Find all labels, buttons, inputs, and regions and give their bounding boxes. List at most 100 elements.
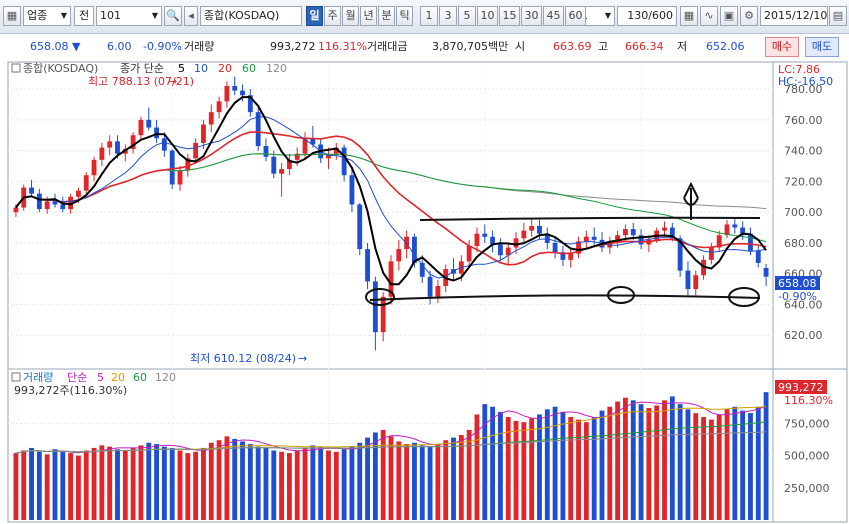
volume-bar — [537, 414, 542, 520]
interval-button-10[interactable]: 10 — [477, 6, 498, 26]
volume-bar — [201, 447, 206, 520]
period-tab-2[interactable]: 월 — [342, 6, 359, 26]
last-pct-tag: -0.90% — [778, 290, 817, 303]
price-tick-label: 720.00 — [784, 175, 823, 188]
volume-bar — [607, 406, 613, 520]
stock-chart[interactable]: 780.00760.00740.00720.00700.00680.00660.… — [0, 60, 849, 524]
buy-button[interactable]: 매수 — [765, 37, 799, 57]
price-panel-title: 종합(KOSDAQ) — [23, 62, 98, 75]
period-tab-1[interactable]: 주 — [324, 6, 341, 26]
low-label: 저 — [677, 40, 688, 53]
volume-bar — [552, 406, 558, 520]
circle-mark — [728, 287, 760, 307]
candle — [247, 89, 253, 117]
volume-bar — [404, 444, 410, 520]
volume-bars — [13, 392, 769, 520]
candle — [357, 202, 363, 256]
down-arrow-icon: ▼ — [72, 40, 81, 53]
last-volume-tag-box — [775, 380, 827, 394]
sell-button[interactable]: 매도 — [805, 37, 839, 57]
candle — [279, 162, 285, 197]
volume-bar — [724, 409, 730, 520]
search-icon[interactable]: 🔍 — [164, 6, 182, 26]
chevron-down-icon: ▼ — [60, 11, 67, 20]
code-input-value: 101 — [100, 9, 121, 22]
high-label: 고 — [598, 40, 609, 53]
volume-tick-label: 250,000 — [784, 482, 830, 495]
candle — [544, 227, 550, 250]
volume-ma-legend-20: 20 — [111, 371, 125, 384]
volume-ma-line-5 — [15, 401, 767, 454]
market-select-value: 업종 — [27, 9, 48, 22]
chart-grid-icon[interactable]: ▦ — [3, 6, 21, 26]
volume-bar — [466, 429, 472, 520]
count-field[interactable]: 130/600 — [617, 6, 677, 26]
zigzag-icon[interactable]: ∿ — [700, 6, 718, 26]
jeon-button[interactable]: 전 — [74, 6, 94, 26]
interval-button-45[interactable]: 45 — [543, 6, 564, 26]
volume-label: 거래량 — [184, 40, 215, 53]
volume-bar — [13, 453, 19, 520]
name-field[interactable]: 종합(KOSDAQ) — [200, 6, 302, 26]
candle — [685, 261, 691, 296]
volume-bar — [130, 447, 136, 520]
volume-bar — [122, 450, 128, 520]
volume-ma-line-120 — [15, 431, 767, 454]
interval-button-3[interactable]: 3 — [439, 6, 457, 26]
interval-button-30[interactable]: 30 — [521, 6, 542, 26]
volume-bar — [591, 417, 597, 520]
chevron-down-icon: ▼ — [604, 11, 611, 20]
volume-ratio: 116.31% — [318, 40, 367, 53]
volume-bar — [716, 414, 722, 520]
interval-button-15[interactable]: 15 — [499, 6, 520, 26]
candle — [669, 222, 675, 242]
volume-bar — [263, 447, 269, 520]
max-price-label: 최고 788.13 (07/21) — [88, 75, 194, 88]
volume-bar — [372, 432, 378, 520]
volume-panel-icon — [11, 372, 21, 382]
volume-bar — [271, 450, 277, 520]
candle — [341, 144, 347, 182]
period-tab-4[interactable]: 분 — [378, 6, 395, 26]
candle — [732, 218, 738, 234]
ma-line-10 — [15, 116, 767, 279]
jeon-label: 전 — [78, 9, 90, 22]
candle — [36, 189, 42, 213]
save-icon[interactable]: ▣ — [720, 6, 738, 26]
candle — [201, 119, 206, 150]
candle — [474, 227, 480, 253]
interval-button-5[interactable]: 5 — [458, 6, 476, 26]
volume-bar — [286, 453, 292, 520]
interval-button-60[interactable]: 60 — [565, 6, 586, 26]
volume-value: 993,272 — [270, 40, 316, 53]
volume-ma-legend-120: 120 — [155, 371, 176, 384]
calendar-icon[interactable]: ▤ — [829, 6, 847, 26]
hc-label: HC:-16.50 — [778, 75, 833, 88]
period-tab-0[interactable]: 일 — [306, 6, 323, 26]
candle — [724, 219, 730, 239]
sell-label: 매도 — [811, 40, 833, 53]
volume-bar — [474, 414, 480, 520]
interval-button-1[interactable]: 1 — [420, 6, 438, 26]
speaker-icon[interactable]: ◂ — [184, 6, 198, 26]
count-total: /600 — [648, 9, 673, 22]
volume-bar — [412, 442, 417, 520]
candle — [662, 221, 667, 237]
last-volume-tag: 993,272 — [778, 381, 824, 394]
volume-bar — [115, 449, 120, 520]
volume-bar — [435, 444, 441, 520]
candle — [748, 227, 753, 256]
volume-bar — [52, 449, 58, 520]
volume-bar — [623, 397, 628, 520]
code-input[interactable]: 101 ▼ — [96, 6, 162, 26]
period-tab-5[interactable]: 틱 — [396, 6, 413, 26]
volume-bar — [318, 446, 324, 520]
market-select[interactable]: 업종 ▼ — [23, 6, 71, 26]
volume-tick-label: 750,000 — [784, 417, 830, 430]
period-tab-3[interactable]: 년 — [360, 6, 377, 26]
grid-icon[interactable]: ▦ — [680, 6, 698, 26]
candle — [529, 218, 535, 237]
chevron-down-icon: ▼ — [151, 11, 158, 20]
gear-icon[interactable]: ⚙ — [740, 6, 758, 26]
date-field[interactable]: 2015/12/10 — [760, 6, 828, 26]
